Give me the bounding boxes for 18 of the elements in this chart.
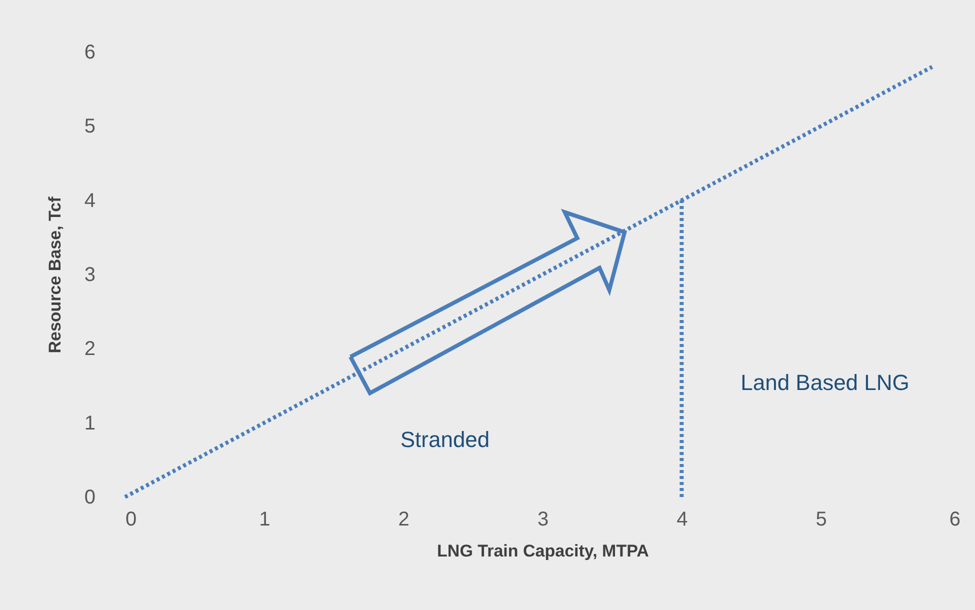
x-tick-label: 6 bbox=[949, 508, 960, 530]
y-tick-label: 6 bbox=[84, 42, 96, 64]
x-tick-label: 5 bbox=[816, 508, 827, 530]
x-tick-label: 0 bbox=[126, 508, 137, 530]
y-tick-label: 4 bbox=[84, 190, 96, 212]
y-tick-label: 2 bbox=[84, 338, 96, 360]
y-tick-label: 3 bbox=[84, 264, 96, 286]
annotation: Stranded bbox=[400, 427, 490, 452]
annotation: Land Based LNG bbox=[740, 370, 910, 395]
x-tick-label: 2 bbox=[398, 508, 410, 530]
y-tick-label: 0 bbox=[84, 486, 96, 508]
y-axis-title: Resource Base, Tcf bbox=[45, 196, 64, 354]
x-tick-label: 1 bbox=[259, 508, 270, 530]
x-tick-label: 4 bbox=[676, 508, 688, 530]
x-axis-title: LNG Train Capacity, MTPA bbox=[437, 542, 649, 560]
x-tick-label: 3 bbox=[537, 508, 549, 530]
y-tick-label: 1 bbox=[84, 412, 96, 434]
y-tick-label: 5 bbox=[84, 116, 96, 138]
